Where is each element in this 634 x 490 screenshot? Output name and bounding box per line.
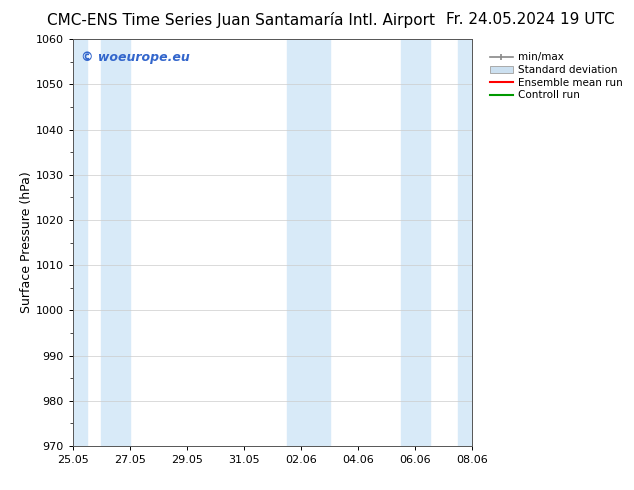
Text: Fr. 24.05.2024 19 UTC: Fr. 24.05.2024 19 UTC <box>446 12 615 27</box>
Bar <box>458 39 472 446</box>
Bar <box>287 39 330 446</box>
Text: CMC-ENS Time Series Juan Santamaría Intl. Airport: CMC-ENS Time Series Juan Santamaría Intl… <box>47 12 435 28</box>
Bar <box>101 39 130 446</box>
Text: © woeurope.eu: © woeurope.eu <box>81 51 190 64</box>
Bar <box>73 39 87 446</box>
Legend: min/max, Standard deviation, Ensemble mean run, Controll run: min/max, Standard deviation, Ensemble me… <box>486 49 626 103</box>
Bar <box>401 39 429 446</box>
Y-axis label: Surface Pressure (hPa): Surface Pressure (hPa) <box>20 172 33 314</box>
